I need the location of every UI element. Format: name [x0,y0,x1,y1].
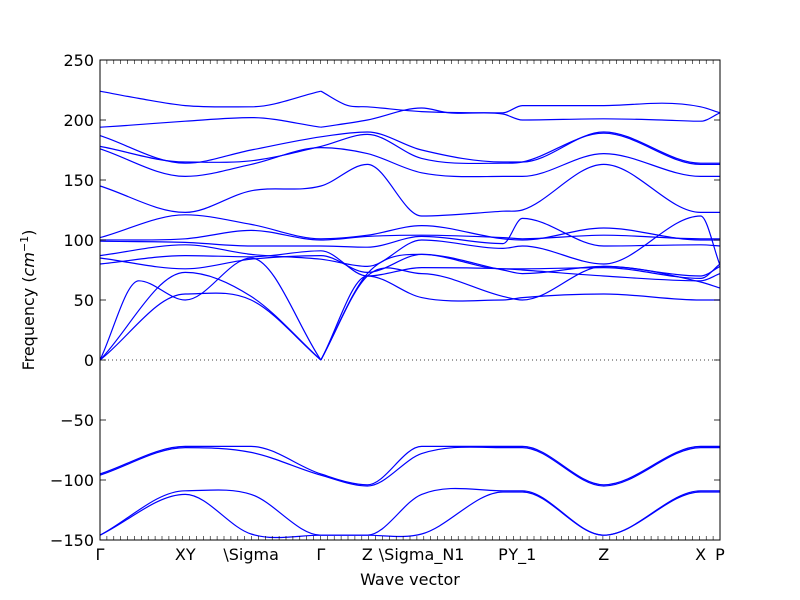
x-tick-label: Y_1 [507,545,536,565]
x-tick-label: \Sigma [223,545,279,564]
band-line-3 [99,116,321,128]
series-layer [99,90,721,539]
y-tick-label: 250 [63,51,94,70]
x-tick-label: Γ [96,545,105,564]
band-line-18 [320,275,720,361]
band-line-15 [99,257,322,361]
band-line-7 [99,146,720,178]
y-axis-title-main: Frequency ( [19,276,38,370]
x-tick-label: P [498,545,508,564]
band-line-9 [99,214,720,241]
band-line-2 [320,90,721,114]
x-axis-ticks: Γ XY \Sigma Γ Z \Sigma_N1 P Y_1 Z X P [96,60,725,565]
y-tick-label: 50 [74,291,94,310]
band-line-4 [320,107,721,128]
x-tick-label: XY [175,545,196,564]
y-axis-ticks: −150 −100 −50 0 50 100 150 200 250 [50,51,720,550]
y-tick-label: 200 [63,111,94,130]
x-tick-label: Z [598,545,609,564]
y-axis-title-unit: cm [19,252,38,276]
band-line-24 [99,491,720,539]
y-tick-label: −100 [50,471,94,490]
x-tick-label: X [695,545,706,564]
y-tick-label: 150 [63,171,94,190]
band-line-17 [99,292,322,361]
band-line-6 [99,132,721,166]
x-tick-label: \Sigma_N1 [379,545,465,565]
x-tick-label: P [715,545,725,564]
x-tick-label: Z [362,545,373,564]
x-tick-label: Γ [316,545,325,564]
band-line-19 [320,265,721,361]
band-line-21 [99,445,720,486]
band-line-20 [320,253,721,361]
band-line-8 [99,163,720,217]
band-line-22 [99,446,720,487]
band-line-11 [99,217,721,248]
y-axis-title-close: ) [19,230,38,236]
band-line-1 [99,90,322,108]
band-line-13 [99,253,721,280]
y-tick-label: 100 [63,231,94,250]
y-axis-title-exp: −1 [18,236,31,252]
x-axis-title: Wave vector [360,570,460,589]
band-line-5 [99,131,720,164]
band-line-10 [99,229,720,241]
plot-frame [99,59,721,541]
band-line-16 [99,271,322,361]
y-tick-label: 0 [84,351,94,370]
y-axis-title: Frequency (cm−1) [18,230,39,371]
y-tick-label: −50 [60,411,94,430]
y-tick-label: −150 [50,531,94,550]
band-line-12 [99,215,721,268]
band-line-14 [99,250,721,282]
